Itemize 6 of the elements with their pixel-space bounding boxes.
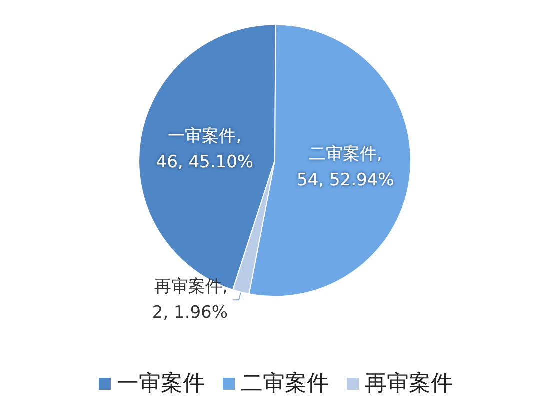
- legend-label: 二审案件: [241, 372, 329, 396]
- data-label: 再审案件, 2, 1.96%: [152, 277, 228, 324]
- legend-label: 再审案件: [365, 372, 453, 396]
- data-label: 二审案件, 54, 52.94%: [297, 144, 394, 191]
- data-label: 一审案件, 46, 45.10%: [156, 126, 254, 172]
- legend-label: 一审案件: [117, 372, 205, 396]
